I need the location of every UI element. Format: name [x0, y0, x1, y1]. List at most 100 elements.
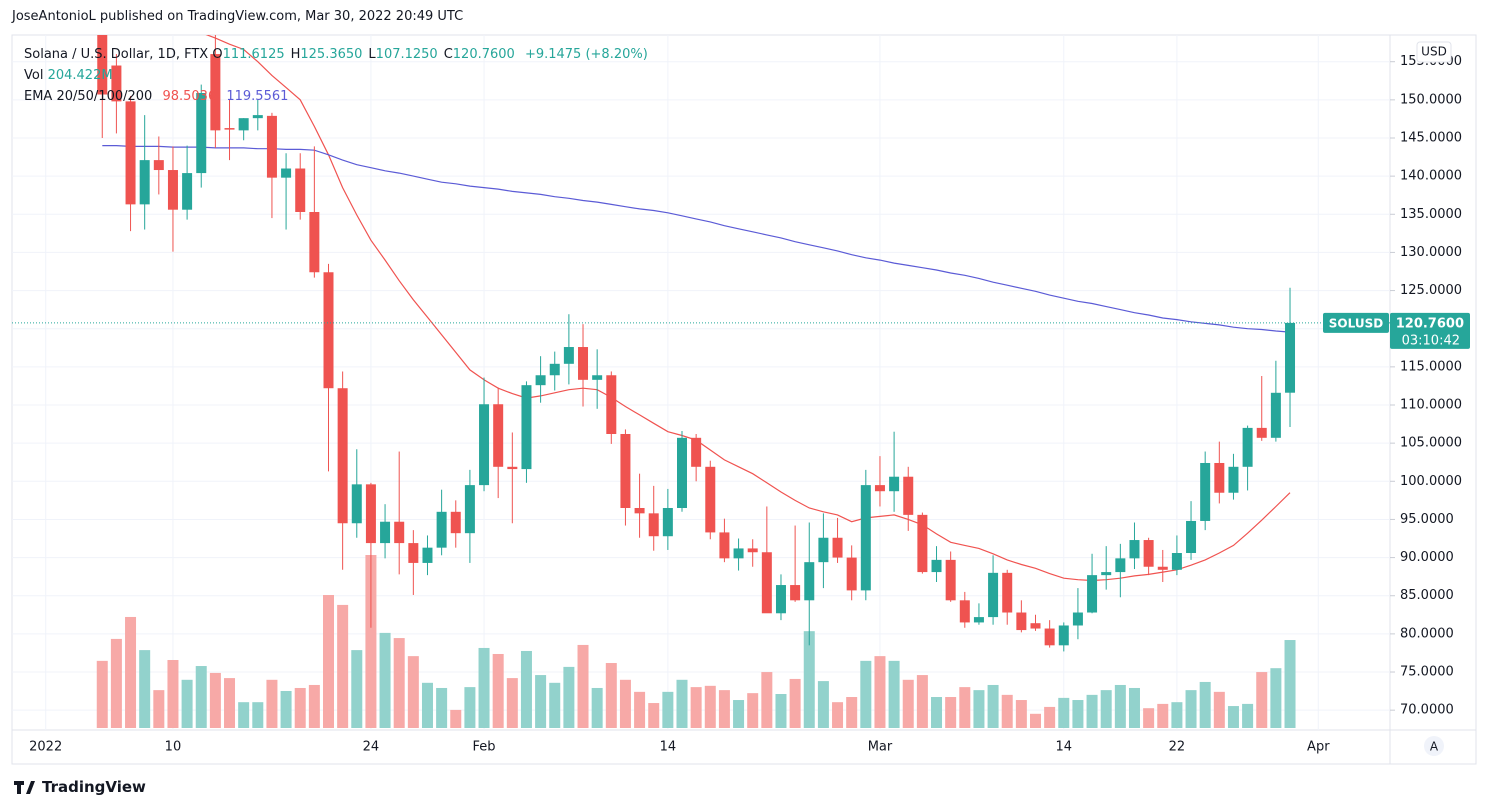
candle-body — [281, 168, 292, 178]
volume-bar — [1058, 697, 1070, 728]
volume-bar — [379, 632, 391, 728]
candle-body — [1171, 553, 1182, 570]
volume-bar — [902, 679, 914, 728]
candle-body — [224, 128, 235, 130]
volume-bar — [280, 690, 292, 728]
candle-body — [323, 272, 334, 389]
volume-bar — [1100, 690, 1112, 728]
volume-bar — [365, 555, 377, 728]
candle-body — [1002, 572, 1013, 613]
volume-bar — [1143, 708, 1155, 728]
volume-bar — [775, 694, 787, 728]
candle-body — [1200, 462, 1211, 521]
candle-body — [309, 211, 320, 273]
candle-body — [1143, 540, 1154, 567]
ema-line — [102, 145, 1291, 333]
auto-scale-label[interactable]: A — [1430, 740, 1439, 754]
ohlc-key: C — [443, 47, 453, 62]
volume-bar — [577, 644, 589, 728]
volume-bar — [252, 702, 264, 728]
volume-bar — [973, 690, 985, 728]
volume-bar — [1114, 684, 1126, 728]
volume-bar — [718, 690, 730, 728]
volume-bar — [1227, 706, 1239, 728]
volume-bar — [478, 647, 490, 728]
y-tick-label: 105.0000 — [1400, 436, 1462, 451]
candle-body — [210, 54, 221, 131]
volume-bar — [238, 702, 250, 728]
candle-body — [479, 404, 490, 486]
volume-bar — [450, 709, 462, 728]
candle-body — [973, 617, 984, 623]
candle-body — [648, 513, 659, 537]
candle-body — [507, 466, 518, 470]
volume-bar — [832, 702, 844, 728]
ohlc-key: O — [212, 47, 223, 62]
volume-bar — [549, 682, 561, 728]
x-tick-label: 14 — [1056, 740, 1073, 755]
currency-label[interactable]: USD — [1421, 45, 1447, 59]
candle-body — [380, 521, 391, 544]
y-tick-label: 90.0000 — [1400, 550, 1454, 565]
candle-body — [917, 514, 928, 573]
volume-bar — [224, 678, 236, 728]
volume-bar — [761, 672, 773, 728]
volume-bar — [393, 638, 405, 728]
candle-body — [238, 118, 249, 131]
volume-bar — [125, 616, 137, 728]
volume-bar — [888, 660, 900, 728]
volume-bar — [747, 693, 759, 728]
volume-bar — [959, 687, 971, 728]
volume-bar — [1284, 640, 1296, 728]
volume-bar — [874, 656, 886, 728]
candle-body — [733, 548, 744, 559]
candle-body — [889, 476, 900, 492]
candle-body — [959, 600, 970, 623]
volume-bar — [351, 650, 363, 728]
volume-bar — [931, 697, 943, 728]
volume-bar — [139, 650, 151, 728]
candle-body — [988, 572, 999, 618]
y-tick-label: 100.0000 — [1400, 474, 1462, 489]
x-tick-label: 24 — [363, 740, 380, 755]
legend-row: Vol 204.422M — [24, 65, 654, 86]
grid — [12, 35, 1390, 730]
volume-bar — [337, 604, 349, 728]
y-tick-label: 140.0000 — [1400, 169, 1462, 184]
candle-body — [634, 507, 645, 514]
volume-bar — [1128, 687, 1140, 728]
candle-body — [761, 552, 772, 614]
volume-bar — [662, 691, 674, 728]
candles — [97, 35, 1296, 652]
candle-body — [1129, 540, 1140, 559]
candle-body — [408, 543, 419, 563]
candle-body — [111, 65, 122, 102]
ema-value: 98.5036 — [162, 89, 217, 104]
volume-bar — [1256, 672, 1268, 728]
candle-body — [747, 548, 758, 553]
volume-bar — [110, 638, 122, 728]
volume-bar — [421, 682, 433, 728]
volume-bar — [634, 691, 646, 728]
candle-body — [563, 347, 574, 364]
ema-title: EMA 20/50/100/200 — [24, 89, 153, 104]
symbol-tag — [1323, 312, 1389, 333]
volume-bar — [96, 660, 108, 728]
candle-body — [1016, 612, 1027, 631]
currency-button[interactable] — [1416, 41, 1452, 63]
volume-pane — [96, 555, 1296, 728]
volume-bar — [181, 679, 193, 728]
y-tick-label: 70.0000 — [1400, 703, 1454, 718]
candle-body — [1157, 566, 1168, 570]
candle-body — [719, 532, 730, 559]
candle-body — [1101, 572, 1112, 576]
candle-body — [436, 511, 447, 548]
candle-body — [1228, 466, 1239, 493]
volume-bar — [1157, 703, 1169, 728]
auto-scale-button[interactable] — [1424, 736, 1444, 756]
volume-bar — [619, 679, 631, 728]
x-tick-label: 22 — [1169, 740, 1186, 755]
volume-bar — [987, 684, 999, 728]
x-tick-label: Mar — [868, 740, 893, 755]
